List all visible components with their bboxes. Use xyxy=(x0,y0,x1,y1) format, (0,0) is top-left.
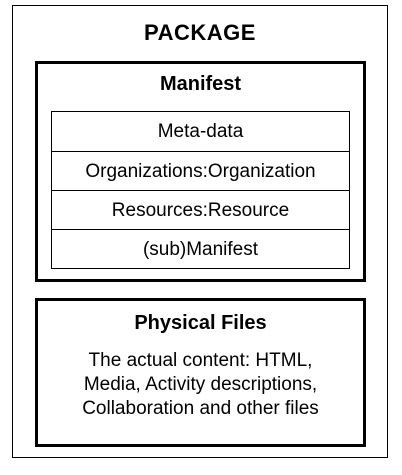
physical-files-description-line: Media, Activity descriptions, xyxy=(83,374,318,395)
physical-files-box: Physical Files The actual content: HTML,… xyxy=(35,298,366,447)
manifest-row-resources: Resources:Resource xyxy=(52,190,349,229)
physical-files-description: The actual content: HTML, Media, Activit… xyxy=(38,349,363,421)
physical-files-title: Physical Files xyxy=(134,312,267,334)
manifest-row-sub-manifest: (sub)Manifest xyxy=(52,229,349,268)
manifest-row-organizations: Organizations:Organization xyxy=(52,151,349,190)
manifest-box: Manifest Meta-data Organizations:Organiz… xyxy=(35,61,366,282)
package-container: PACKAGE Manifest Meta-data Organizations… xyxy=(12,5,388,458)
manifest-title: Manifest xyxy=(159,73,242,95)
physical-files-description-line: The actual content: HTML, xyxy=(88,350,313,371)
manifest-table: Meta-data Organizations:Organization Res… xyxy=(51,111,350,269)
physical-files-description-line: Collaboration and other files xyxy=(82,398,319,419)
package-title: PACKAGE xyxy=(144,20,256,45)
manifest-row-meta-data: Meta-data xyxy=(157,121,244,142)
